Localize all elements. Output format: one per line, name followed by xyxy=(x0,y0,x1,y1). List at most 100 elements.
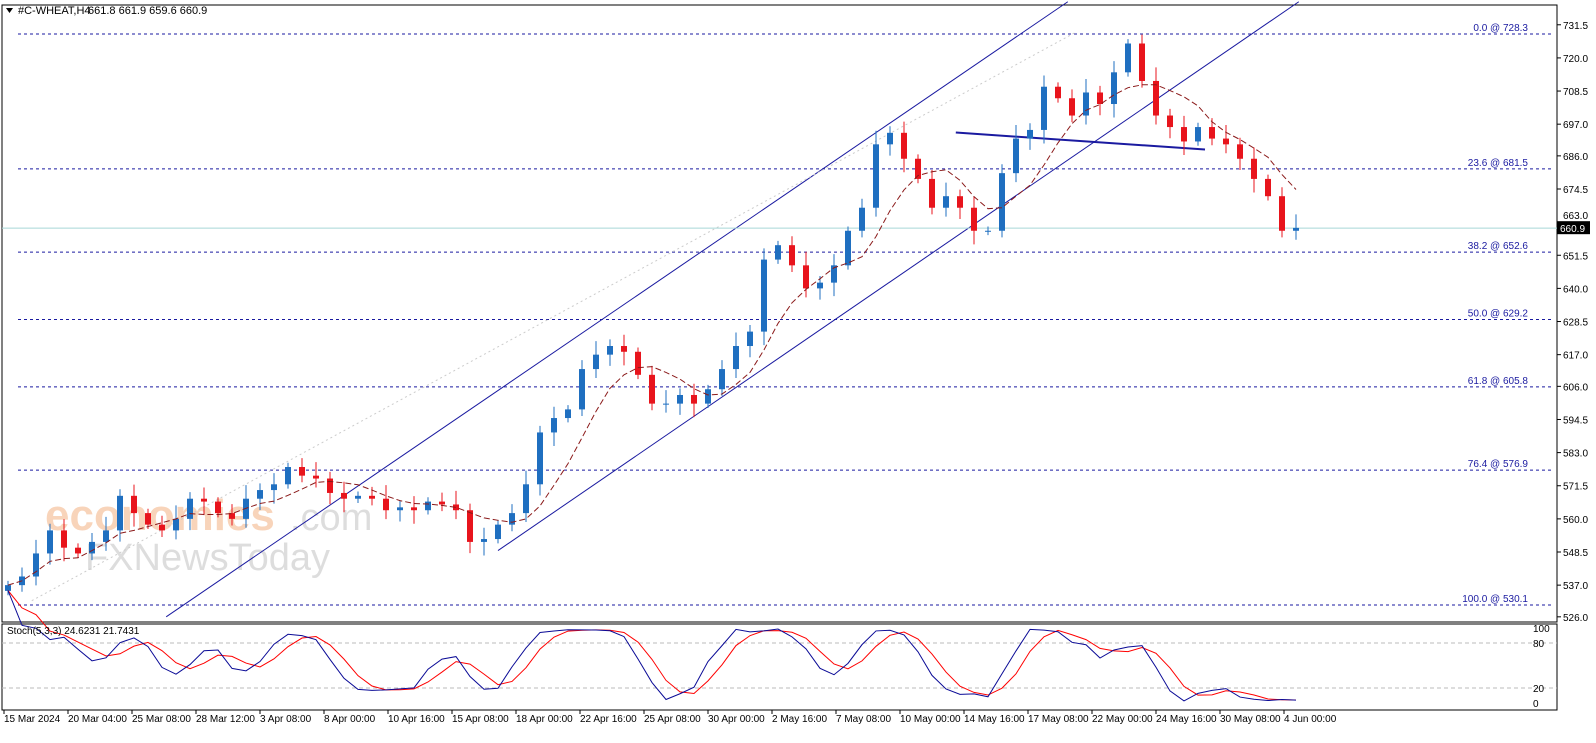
candle-body xyxy=(1237,144,1243,159)
candle-body xyxy=(47,530,53,554)
watermark-dotcom: .com xyxy=(290,497,372,539)
candle xyxy=(1069,89,1075,123)
candle xyxy=(495,520,501,544)
candle xyxy=(985,226,991,236)
candle xyxy=(1083,78,1089,125)
candle-body xyxy=(649,374,655,404)
candle xyxy=(187,492,193,531)
stoch-label: Stoch(5,3,3) 24.6231 21.7431 xyxy=(7,626,140,637)
ohlc-values: 661.8 661.9 659.6 660.9 xyxy=(88,5,207,17)
stoch-scale-label: 100 xyxy=(1533,624,1550,635)
candle-body xyxy=(537,432,543,485)
candle-body xyxy=(1125,43,1131,73)
candle xyxy=(747,324,753,358)
candle xyxy=(663,390,669,413)
x-tick-label: 18 Apr 00:00 xyxy=(516,714,573,725)
x-tick-label: 25 Mar 08:00 xyxy=(132,714,191,725)
candle xyxy=(831,254,837,297)
y-tick-label: 697.0 xyxy=(1563,120,1588,131)
fib-level-label: 23.6 @ 681.5 xyxy=(1468,158,1529,169)
x-tick-label: 25 Apr 08:00 xyxy=(644,714,701,725)
candles xyxy=(5,34,1299,596)
candle-body xyxy=(103,530,109,542)
price-axis[interactable]: 731.5 720.0 708.5 697.0 686.0 674.5 663.0 651.5… xyxy=(1557,21,1588,624)
candle-body xyxy=(691,394,697,404)
candle xyxy=(1181,115,1187,156)
candle-body xyxy=(397,507,403,511)
candle-body xyxy=(1083,92,1089,116)
candle xyxy=(523,470,529,523)
x-tick-label: 15 Apr 08:00 xyxy=(452,714,509,725)
candle-body xyxy=(131,495,137,514)
y-tick-label: 731.5 xyxy=(1563,21,1588,32)
candle-body xyxy=(901,132,907,159)
candle xyxy=(999,164,1005,238)
x-tick-label: 7 May 08:00 xyxy=(836,714,891,725)
candle xyxy=(1293,214,1299,240)
candle-body xyxy=(1139,43,1145,81)
candle-body xyxy=(831,265,837,283)
current-price-text: 660.9 xyxy=(1560,224,1585,235)
candle-body xyxy=(299,467,305,476)
candle xyxy=(1237,137,1243,170)
trendlines[interactable] xyxy=(31,1,1300,618)
x-tick-label: 8 Apr 00:00 xyxy=(324,714,376,725)
x-tick-label: 14 May 16:00 xyxy=(964,714,1025,725)
neckline-line xyxy=(955,131,1206,151)
candle-body xyxy=(1279,196,1285,231)
candle xyxy=(789,236,795,272)
candle xyxy=(1209,118,1215,146)
x-tick-label: 24 May 16:00 xyxy=(1156,714,1217,725)
main-pane-border xyxy=(1,4,1558,623)
candle-body xyxy=(705,389,711,404)
candle xyxy=(1041,75,1047,144)
y-tick-label: 674.5 xyxy=(1563,185,1588,196)
candle xyxy=(733,332,739,378)
watermark-fxnewstoday: FXNewsToday xyxy=(85,537,330,579)
candle xyxy=(229,504,235,526)
candle xyxy=(719,360,725,396)
candle xyxy=(677,388,683,415)
y-tick-label: 594.5 xyxy=(1563,415,1588,426)
candle-body xyxy=(467,510,473,542)
candle-body xyxy=(61,530,67,548)
candle xyxy=(873,130,879,217)
candle xyxy=(313,462,319,488)
candle xyxy=(1097,85,1103,116)
x-tick-label: 3 Apr 08:00 xyxy=(260,714,312,725)
candle-body xyxy=(761,259,767,332)
candle-body xyxy=(621,346,627,352)
time-axis[interactable]: 15 Mar 2024 20 Mar 04:00 25 Mar 08:00 28 Ma… xyxy=(3,710,1337,725)
candle xyxy=(299,458,305,483)
y-tick-label: 617.0 xyxy=(1563,351,1588,362)
candle-body xyxy=(257,490,263,499)
candle-body xyxy=(1223,138,1229,145)
candle-body xyxy=(355,495,361,499)
candle xyxy=(1279,187,1285,238)
y-tick-label: 628.5 xyxy=(1563,318,1588,329)
stoch-pane-border xyxy=(1,623,1558,711)
candle xyxy=(355,491,361,504)
candle xyxy=(61,519,67,562)
candle-body xyxy=(1265,178,1271,197)
dropdown-triangle-icon[interactable] xyxy=(6,8,13,13)
candle xyxy=(1265,174,1271,201)
x-tick-label: 2 May 16:00 xyxy=(772,714,827,725)
stochastic-pane: 100 80 20 0 xyxy=(2,590,1557,710)
y-tick-label: 686.0 xyxy=(1563,152,1588,163)
candle xyxy=(565,405,571,423)
moving-average-line xyxy=(7,84,1297,586)
candle-body xyxy=(593,354,599,370)
x-tick-label: 22 Apr 16:00 xyxy=(580,714,637,725)
fib-level-label: 38.2 @ 652.6 xyxy=(1468,241,1529,252)
candle-body xyxy=(1293,227,1299,231)
x-tick-label: 17 May 08:00 xyxy=(1028,714,1089,725)
candle xyxy=(341,481,347,513)
candle-body xyxy=(271,484,277,491)
candle-body xyxy=(187,498,193,519)
fibonacci-levels[interactable]: 0.0 @ 728.3 23.6 @ 681.5 38.2 @ 652.6 50.0 … xyxy=(18,23,1553,606)
candle-body xyxy=(635,351,641,375)
candle-body xyxy=(775,245,781,260)
candle-body xyxy=(411,507,417,511)
